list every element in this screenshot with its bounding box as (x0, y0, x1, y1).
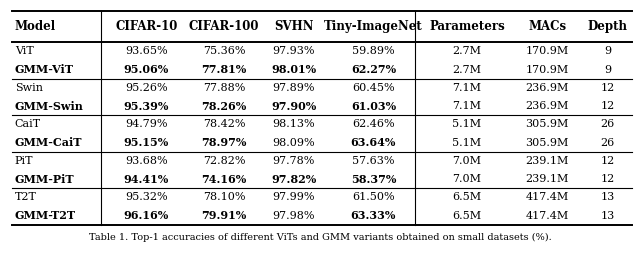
Text: 12: 12 (600, 174, 614, 184)
Text: 417.4M: 417.4M (525, 193, 569, 202)
Text: 77.88%: 77.88% (203, 83, 245, 93)
Text: 6.5M: 6.5M (452, 211, 481, 221)
Text: Swin: Swin (15, 83, 43, 93)
Text: 93.68%: 93.68% (125, 156, 168, 166)
Text: 236.9M: 236.9M (525, 101, 569, 111)
Text: 26: 26 (600, 138, 614, 148)
Text: 94.41%: 94.41% (124, 174, 169, 185)
Text: 97.98%: 97.98% (273, 211, 315, 221)
Text: 74.16%: 74.16% (202, 174, 247, 185)
Text: 75.36%: 75.36% (203, 46, 245, 56)
Text: T2T: T2T (15, 193, 36, 202)
Text: 63.33%: 63.33% (351, 210, 396, 221)
Text: PiT: PiT (15, 156, 33, 166)
Text: GMM-PiT: GMM-PiT (15, 174, 74, 185)
Text: 78.26%: 78.26% (202, 101, 247, 112)
Text: CaiT: CaiT (15, 119, 41, 130)
Text: 97.99%: 97.99% (273, 193, 315, 202)
Text: 7.0M: 7.0M (452, 156, 481, 166)
Text: 98.01%: 98.01% (271, 64, 316, 75)
Text: 2.7M: 2.7M (452, 46, 481, 56)
Text: 12: 12 (600, 83, 614, 93)
Text: 95.06%: 95.06% (124, 64, 169, 75)
Text: 170.9M: 170.9M (525, 46, 569, 56)
Text: 95.15%: 95.15% (124, 137, 169, 148)
Text: 78.97%: 78.97% (202, 137, 247, 148)
Text: 61.50%: 61.50% (352, 193, 395, 202)
Text: 12: 12 (600, 101, 614, 111)
Text: MACs: MACs (528, 20, 566, 33)
Text: 78.42%: 78.42% (203, 119, 245, 130)
Text: 5.1M: 5.1M (452, 119, 481, 130)
Text: 97.93%: 97.93% (273, 46, 315, 56)
Text: GMM-T2T: GMM-T2T (15, 210, 76, 221)
Text: 59.89%: 59.89% (352, 46, 395, 56)
Text: 170.9M: 170.9M (525, 65, 569, 75)
Text: 95.39%: 95.39% (124, 101, 169, 112)
Text: GMM-Swin: GMM-Swin (15, 101, 84, 112)
Text: 239.1M: 239.1M (525, 156, 569, 166)
Text: ViT: ViT (15, 46, 33, 56)
Text: 7.0M: 7.0M (452, 174, 481, 184)
Text: 60.45%: 60.45% (352, 83, 395, 93)
Text: 7.1M: 7.1M (452, 101, 481, 111)
Text: 93.65%: 93.65% (125, 46, 168, 56)
Text: 72.82%: 72.82% (203, 156, 245, 166)
Text: CIFAR-10: CIFAR-10 (115, 20, 177, 33)
Text: 58.37%: 58.37% (351, 174, 396, 185)
Text: 79.91%: 79.91% (202, 210, 247, 221)
Text: Table 1. Top-1 accuracies of different ViTs and GMM variants obtained on small d: Table 1. Top-1 accuracies of different V… (88, 233, 552, 242)
Text: 2.7M: 2.7M (452, 65, 481, 75)
Text: 94.79%: 94.79% (125, 119, 168, 130)
Text: 95.26%: 95.26% (125, 83, 168, 93)
Text: 13: 13 (600, 193, 614, 202)
Text: 57.63%: 57.63% (352, 156, 395, 166)
Text: Depth: Depth (588, 20, 628, 33)
Text: 7.1M: 7.1M (452, 83, 481, 93)
Text: Tiny-ImageNet: Tiny-ImageNet (324, 20, 423, 33)
Text: 6.5M: 6.5M (452, 193, 481, 202)
Text: 77.81%: 77.81% (202, 64, 247, 75)
Text: 78.10%: 78.10% (203, 193, 245, 202)
Text: Model: Model (15, 20, 56, 33)
Text: 62.27%: 62.27% (351, 64, 396, 75)
Text: 9: 9 (604, 65, 611, 75)
Text: 96.16%: 96.16% (124, 210, 169, 221)
Text: 236.9M: 236.9M (525, 83, 569, 93)
Text: 417.4M: 417.4M (525, 211, 569, 221)
Text: 97.82%: 97.82% (271, 174, 316, 185)
Text: GMM-CaiT: GMM-CaiT (15, 137, 82, 148)
Text: 305.9M: 305.9M (525, 138, 569, 148)
Text: 63.64%: 63.64% (351, 137, 396, 148)
Text: SVHN: SVHN (274, 20, 314, 33)
Text: 13: 13 (600, 211, 614, 221)
Text: 97.78%: 97.78% (273, 156, 315, 166)
Text: CIFAR-100: CIFAR-100 (189, 20, 259, 33)
Text: Parameters: Parameters (429, 20, 505, 33)
Text: 98.13%: 98.13% (273, 119, 315, 130)
Text: 5.1M: 5.1M (452, 138, 481, 148)
Text: 12: 12 (600, 156, 614, 166)
Text: 98.09%: 98.09% (273, 138, 315, 148)
Text: 305.9M: 305.9M (525, 119, 569, 130)
Text: 239.1M: 239.1M (525, 174, 569, 184)
Text: 62.46%: 62.46% (352, 119, 395, 130)
Text: 26: 26 (600, 119, 614, 130)
Text: 97.89%: 97.89% (273, 83, 315, 93)
Text: GMM-ViT: GMM-ViT (15, 64, 74, 75)
Text: 61.03%: 61.03% (351, 101, 396, 112)
Text: 95.32%: 95.32% (125, 193, 168, 202)
Text: 97.90%: 97.90% (271, 101, 316, 112)
Text: 9: 9 (604, 46, 611, 56)
